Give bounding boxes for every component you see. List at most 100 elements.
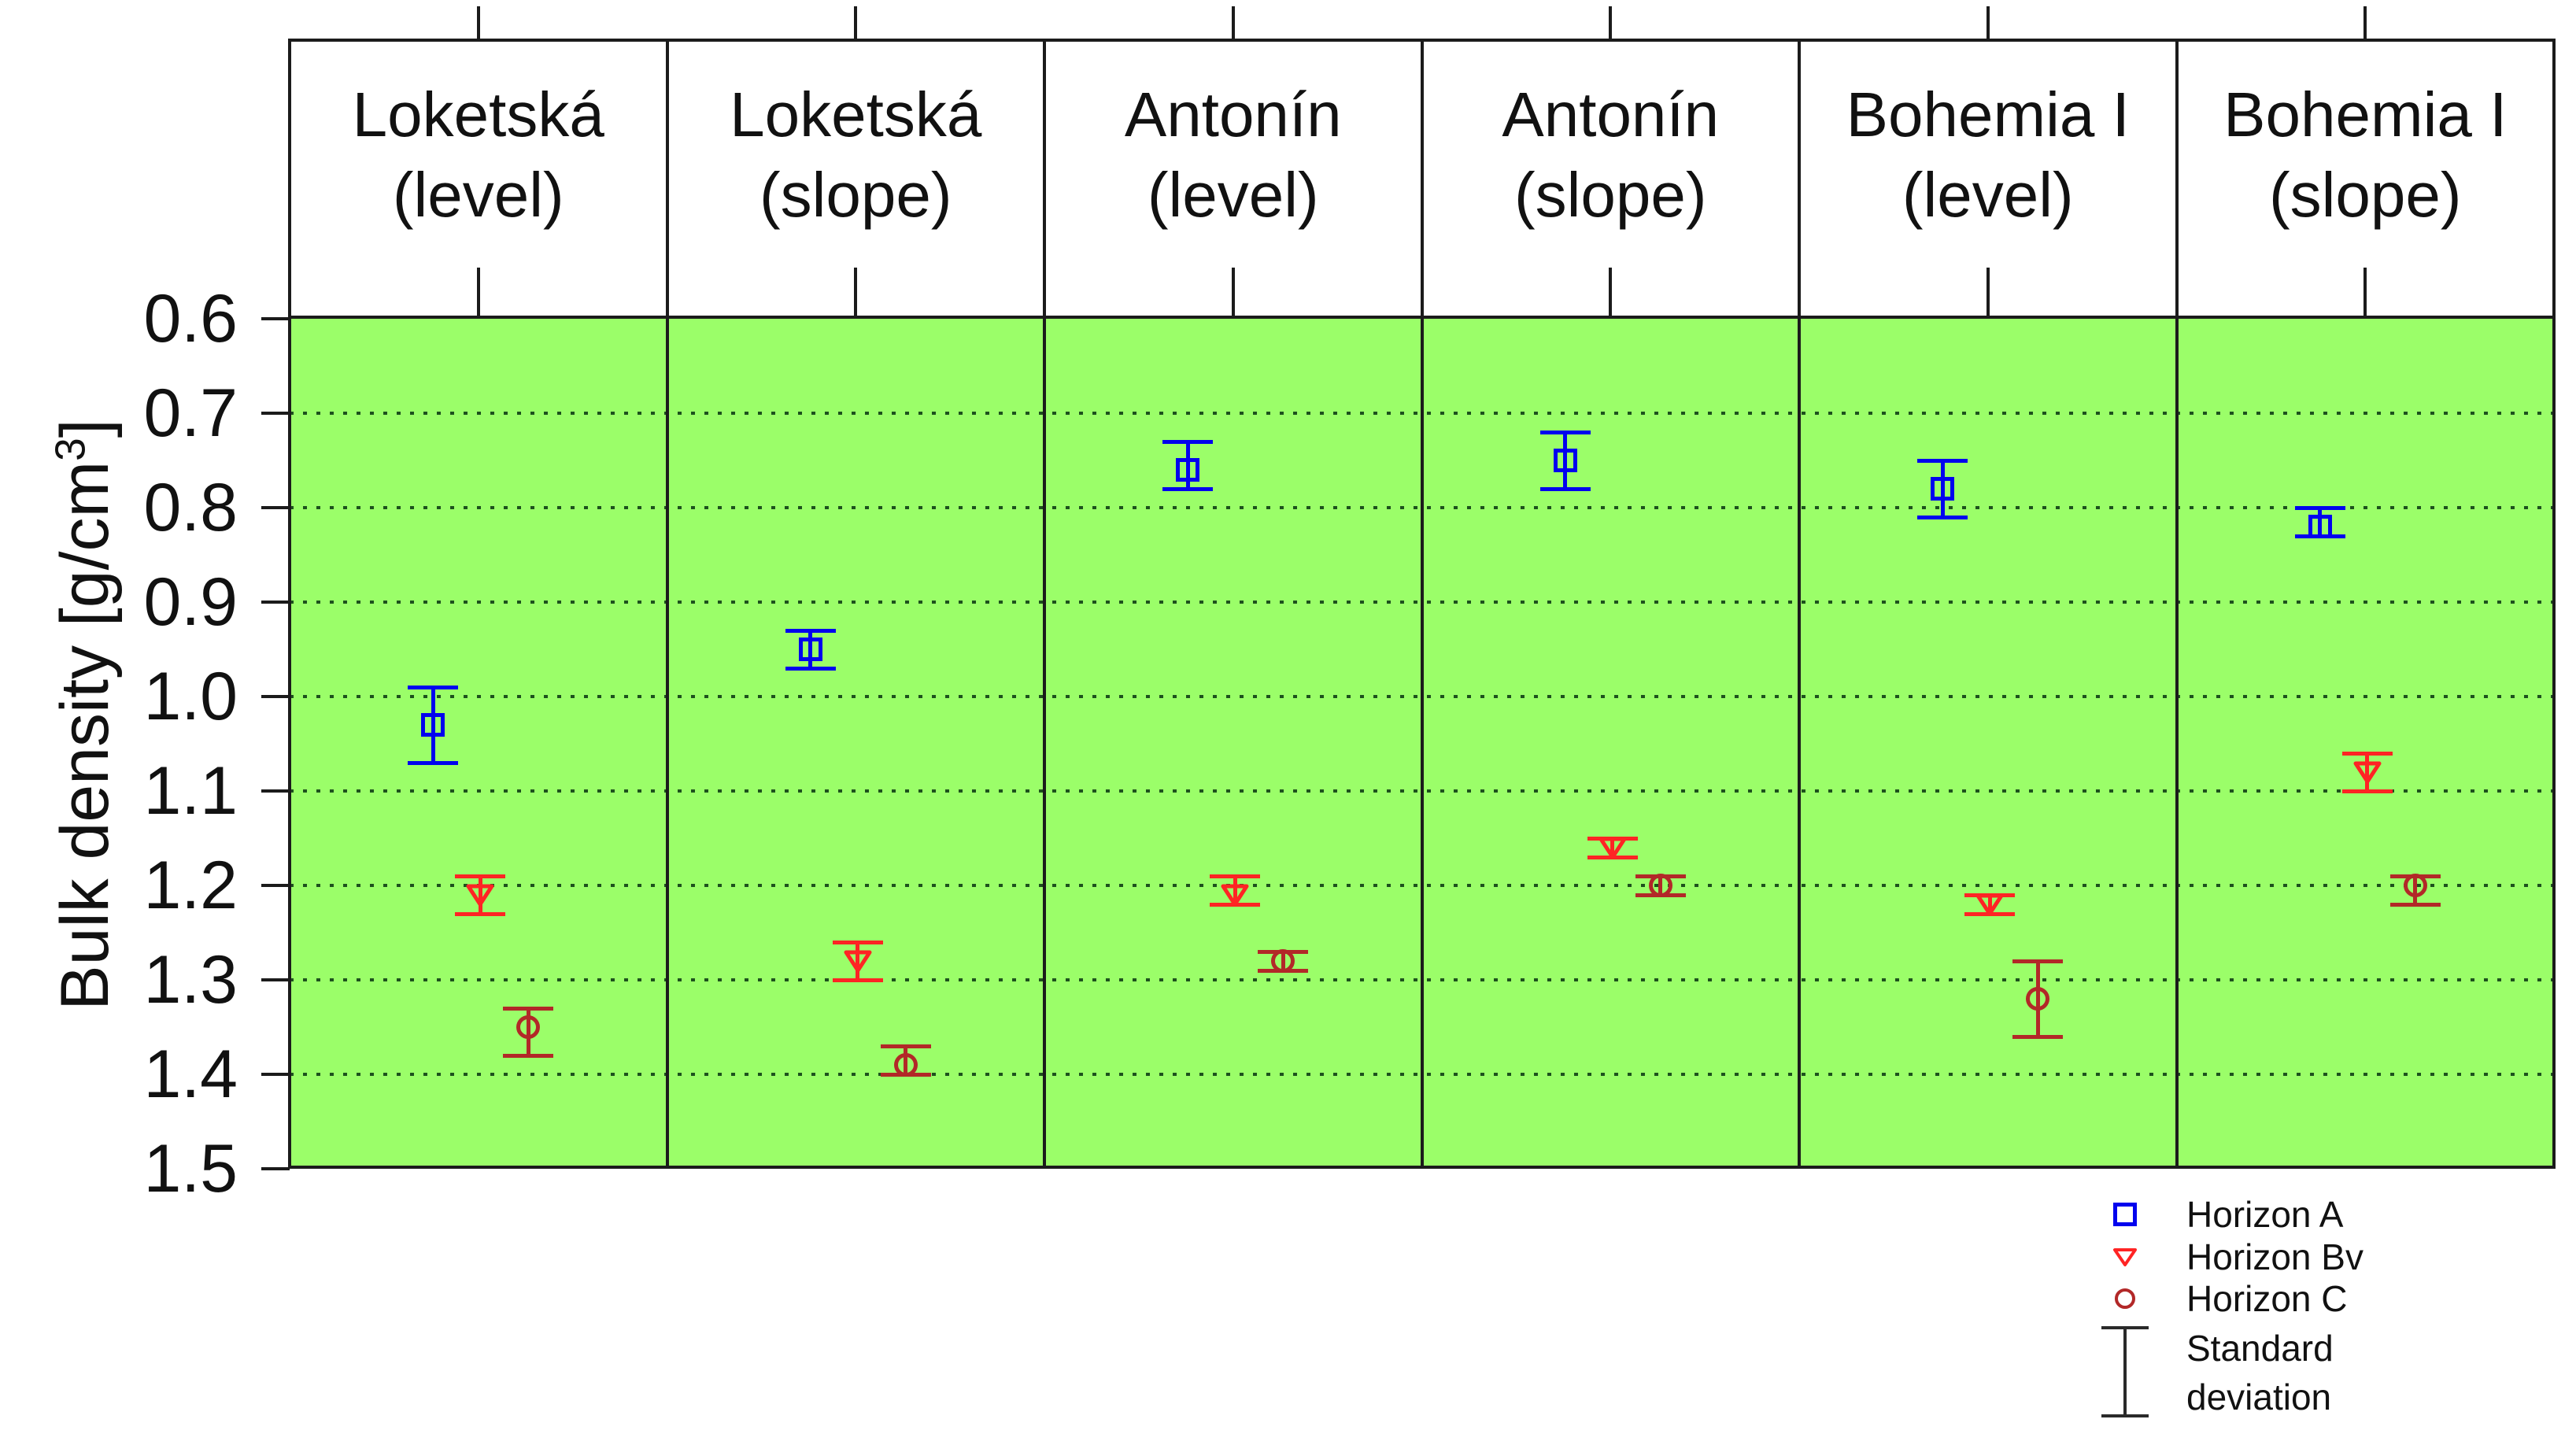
error-bar-horizon-bv: [1233, 876, 1237, 904]
y-tick-label: 0.8: [143, 470, 238, 545]
y-tick-label: 1.0: [143, 659, 238, 734]
panel-divider: [2175, 39, 2179, 1169]
legend-sd-icon-cap: [2101, 1414, 2149, 1417]
data-point-square-marker-icon: [1931, 477, 1955, 501]
panel-header-site: Antonín: [1124, 79, 1342, 150]
panel-top-tick: [1986, 6, 1990, 39]
data-point-circle-marker-icon: [1648, 874, 1672, 897]
data-point-triangle-marker-icon: [1975, 893, 2004, 916]
error-bar-cap-horizon-a: [2294, 505, 2345, 510]
error-bar-cap-horizon-bv: [832, 940, 883, 944]
y-tick-label: 1.4: [143, 1037, 238, 1112]
legend-label: Horizon A: [2186, 1194, 2344, 1235]
panel-header-site: Bohemia I: [1846, 79, 2130, 150]
error-bar-cap-horizon-a: [408, 685, 459, 689]
data-point-circle-marker-icon: [2026, 987, 2050, 1011]
y-tick-mark: [261, 1167, 290, 1170]
legend-triangle-marker-icon: [2112, 1247, 2138, 1267]
error-bar-cap-horizon-bv: [2341, 751, 2393, 756]
error-bar-horizon-a: [431, 687, 435, 763]
panel-header: Antonín (slope): [1502, 75, 1719, 235]
legend-circle-marker-icon: [2115, 1288, 2135, 1309]
error-bar-cap-horizon-bv: [455, 874, 506, 878]
y-tick-label: 1.5: [143, 1131, 238, 1207]
error-bar-horizon-a: [1940, 460, 1945, 517]
error-bar-horizon-bv: [856, 942, 860, 980]
data-point-triangle-marker-icon: [1221, 883, 1249, 907]
error-bar-cap-horizon-a: [1917, 458, 1968, 463]
data-point-circle-marker-icon: [516, 1015, 541, 1039]
y-tick-label: 0.9: [143, 564, 238, 640]
error-bar-horizon-bv: [478, 876, 482, 914]
panel-header-position: (slope): [2268, 160, 2462, 230]
panel-header-tick: [1231, 268, 1235, 319]
panel-top-tick: [1609, 6, 1613, 39]
error-bar-cap-horizon-c: [503, 1006, 554, 1011]
data-point-square-marker-icon: [1176, 458, 1200, 482]
data-point-triangle-marker-icon: [2353, 760, 2382, 784]
y-tick-mark: [261, 317, 290, 320]
panel-top-tick: [476, 6, 480, 39]
panel-header-tick: [1986, 268, 1990, 319]
panel-header-position: (slope): [759, 160, 952, 230]
panel-header-position: (level): [1147, 160, 1319, 230]
panel-top-tick: [1231, 6, 1235, 39]
y-tick-mark: [261, 412, 290, 415]
panel-header-position: (level): [392, 160, 564, 230]
data-point-triangle-marker-icon: [844, 949, 872, 973]
data-point-circle-marker-icon: [1271, 949, 1295, 973]
legend-sd-label-line1: Standard: [2186, 1328, 2334, 1369]
error-bar-cap-horizon-a: [408, 760, 459, 765]
error-bar-cap-horizon-c: [2389, 902, 2441, 907]
y-tick-label: 1.2: [143, 848, 238, 923]
y-tick-mark: [261, 506, 290, 509]
panel-divider: [1043, 39, 1046, 1169]
error-bar-horizon-bv: [1610, 838, 1615, 857]
legend-sd-label-line2: deviation: [2186, 1377, 2332, 1417]
error-bar-cap-horizon-c: [2012, 959, 2064, 963]
error-bar-cap-horizon-a: [1539, 430, 1591, 434]
panel-header-site: Bohemia I: [2223, 79, 2508, 150]
plot-left-border: [288, 39, 291, 1169]
plot-right-border: [2552, 39, 2556, 1169]
error-bar-cap-horizon-a: [1917, 515, 1968, 519]
error-bar-horizon-a: [2318, 508, 2323, 536]
error-bar-cap-horizon-c: [2012, 1034, 2064, 1039]
panel-header-tick: [2363, 268, 2367, 319]
data-point-square-marker-icon: [421, 713, 445, 737]
panel-divider: [1420, 39, 1424, 1169]
panel-header-tick: [1609, 268, 1613, 319]
y-tick-mark: [261, 1073, 290, 1076]
y-tick-mark: [261, 978, 290, 981]
y-tick-mark: [261, 789, 290, 793]
panel-header-tick: [476, 268, 480, 319]
y-tick-mark: [261, 695, 290, 698]
y-tick-label: 1.3: [143, 942, 238, 1018]
error-bar-cap-horizon-a: [1162, 439, 1214, 444]
data-point-square-marker-icon: [1553, 449, 1577, 472]
data-point-triangle-marker-icon: [466, 883, 494, 907]
error-bar-cap-horizon-bv: [1210, 874, 1261, 878]
panel-top-tick: [854, 6, 858, 39]
panel-header-site: Loketská: [730, 79, 982, 150]
panel-header: Loketská (slope): [730, 75, 981, 235]
data-point-square-marker-icon: [798, 638, 822, 661]
panel-header-site: Antonín: [1502, 79, 1720, 150]
error-bar-horizon-a: [808, 630, 813, 668]
y-tick-mark: [261, 884, 290, 887]
y-tick-label: 0.7: [143, 375, 238, 451]
legend-label: Horizon C: [2186, 1278, 2348, 1319]
y-tick-label: 0.6: [143, 281, 238, 357]
error-bar-horizon-bv: [2365, 753, 2370, 791]
panel-header-tick: [854, 268, 858, 319]
panel-header: Bohemia I (slope): [2223, 75, 2507, 235]
panel-divider: [665, 39, 669, 1169]
error-bar-cap-horizon-c: [880, 1044, 931, 1048]
panel-header: Bohemia I (level): [1846, 75, 2130, 235]
error-bar-horizon-a: [1185, 442, 1190, 489]
y-tick-label: 1.1: [143, 753, 238, 829]
panel-header-position: (slope): [1513, 160, 1707, 230]
error-bar-cap-horizon-a: [785, 628, 836, 633]
